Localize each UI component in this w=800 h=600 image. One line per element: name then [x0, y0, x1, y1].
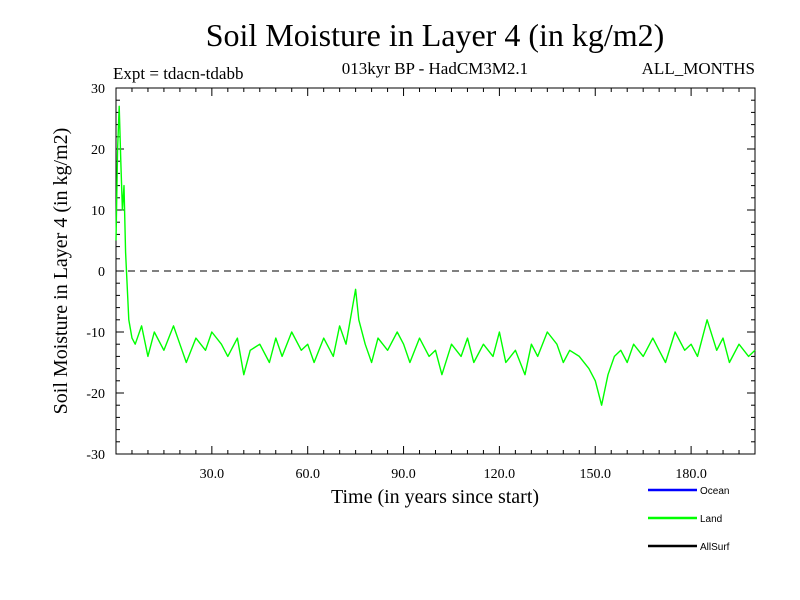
y-tick-label: 10	[91, 204, 105, 219]
axis-ticks: -30 -20 -10 0 10 20 30 30.0 60.0 90.0 120.0 150.0 18…	[86, 82, 755, 482]
legend: Ocean Land AllSurf	[648, 486, 730, 553]
x-tick-label: 150.0	[580, 467, 612, 482]
series-line-land	[115, 105, 756, 406]
experiment-label: Expt = tdacn-tdabb	[113, 64, 243, 83]
x-tick-label: 60.0	[295, 467, 320, 482]
y-tick-label: 30	[91, 82, 105, 97]
y-tick-label: -30	[86, 448, 105, 463]
x-tick-label: 30.0	[200, 467, 225, 482]
y-axis-label: Soil Moisture in Layer 4 (in kg/m2)	[50, 128, 72, 415]
y-tick-label: -10	[86, 326, 105, 341]
months-label: ALL_MONTHS	[642, 59, 755, 78]
series-lines	[115, 105, 756, 406]
period-model-label: 013kyr BP - HadCM3M2.1	[342, 59, 528, 78]
y-tick-label: 0	[98, 265, 105, 280]
x-tick-label: 120.0	[484, 467, 516, 482]
x-tick-label: 90.0	[391, 467, 416, 482]
legend-label-land: Land	[700, 514, 722, 525]
chart-title: Soil Moisture in Layer 4 (in kg/m2)	[206, 17, 665, 53]
legend-label-allsurf: AllSurf	[700, 542, 730, 553]
y-tick-label: 20	[91, 143, 105, 158]
legend-label-ocean: Ocean	[700, 486, 729, 497]
y-tick-label: -20	[86, 387, 105, 402]
x-tick-label: 180.0	[675, 467, 707, 482]
x-axis-label: Time (in years since start)	[331, 486, 539, 508]
